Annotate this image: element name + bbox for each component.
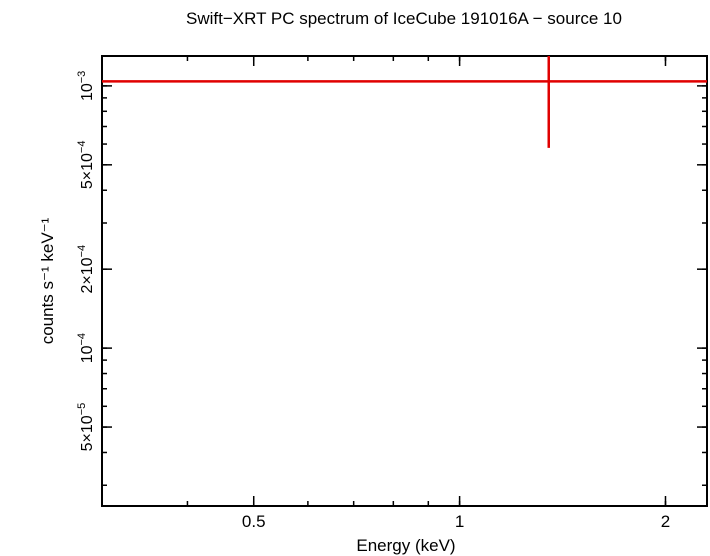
y-axis-tick-labels: 5×10−5 10−4 2×10−4 5×10−4 10−3 (76, 71, 96, 452)
plot-frame (101, 55, 708, 507)
y-axis-label: counts s⁻¹ keV⁻¹ (38, 217, 57, 344)
data-points (102, 56, 707, 148)
x-tick-label: 1 (455, 512, 464, 531)
y-tick-label: 2×10−4 (76, 245, 96, 294)
x-axis-ticks (101, 56, 667, 506)
y-tick-label: 5×10−5 (76, 403, 96, 452)
y-tick-label: 10−3 (76, 71, 96, 101)
x-axis-tick-labels: 0.5 1 2 (242, 512, 670, 531)
y-axis-ticks (102, 85, 707, 486)
x-axis-label: Energy (keV) (356, 536, 455, 555)
x-tick-label: 2 (661, 512, 670, 531)
y-tick-label: 5×10−4 (76, 141, 96, 190)
x-tick-label: 0.5 (242, 512, 266, 531)
y-tick-label: 10−4 (76, 333, 96, 363)
chart-title: Swift−XRT PC spectrum of IceCube 191016A… (186, 9, 622, 28)
